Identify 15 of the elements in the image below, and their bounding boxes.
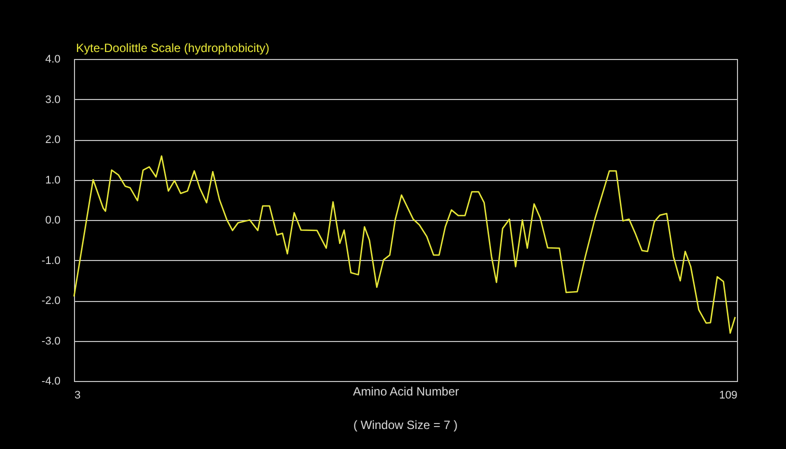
y-tick-label: -1.0 bbox=[42, 254, 60, 267]
x-tick-label: 109 bbox=[719, 390, 738, 402]
y-tick-label: -3.0 bbox=[42, 335, 60, 348]
y-tick-label: -4.0 bbox=[42, 376, 60, 388]
y-tick-label: 4.0 bbox=[45, 54, 60, 66]
line-series bbox=[73, 155, 736, 334]
y-tick-label: 0.0 bbox=[45, 214, 60, 226]
chart-title: Kyte-Doolittle Scale (hydrophobicity) bbox=[76, 41, 270, 55]
x-axis-title: Amino Acid Number bbox=[352, 384, 460, 398]
y-tick-label: 1.0 bbox=[45, 174, 60, 186]
y-tick-label: -2.0 bbox=[42, 295, 60, 307]
text: ( Window Size = 7 ) bbox=[353, 418, 458, 432]
x-tick-label: 3 bbox=[74, 390, 81, 402]
y-tick-label: 3.0 bbox=[45, 94, 60, 106]
y-tick-label: 2.0 bbox=[45, 134, 60, 146]
